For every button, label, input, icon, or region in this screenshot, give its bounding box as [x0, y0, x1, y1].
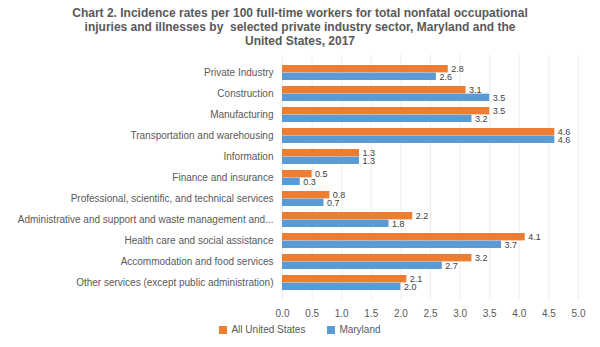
svg-text:Private Industry: Private Industry	[204, 67, 273, 78]
svg-text:4.6: 4.6	[558, 135, 571, 145]
svg-text:Other services (except public: Other services (except public administra…	[76, 277, 273, 288]
svg-text:3.5: 3.5	[493, 93, 506, 103]
html-text:Maryland: Maryland	[339, 324, 381, 335]
svg-text:0.0: 0.0	[276, 308, 290, 319]
svg-text:3.5: 3.5	[483, 308, 497, 319]
svg-text:3.0: 3.0	[453, 308, 467, 319]
svg-text:1.8: 1.8	[392, 219, 405, 229]
svg-text:2.0: 2.0	[394, 308, 408, 319]
svg-text:2.6: 2.6	[439, 72, 452, 82]
svg-text:1.5: 1.5	[364, 308, 378, 319]
svg-text:Accommodation and food service: Accommodation and food services	[121, 256, 274, 267]
svg-text:Transportation and warehousing: Transportation and warehousing	[130, 130, 273, 141]
svg-text:2.2: 2.2	[416, 211, 429, 221]
svg-text:2.8: 2.8	[451, 64, 464, 74]
svg-text:4.6: 4.6	[557, 127, 571, 138]
svg-text:0.5: 0.5	[305, 308, 319, 319]
svg-text:3.5: 3.5	[493, 106, 506, 116]
svg-text:0.3: 0.3	[303, 177, 316, 187]
svg-text:3.7: 3.7	[505, 240, 518, 250]
svg-text:Information: Information	[223, 151, 273, 162]
svg-text:Finance and insurance: Finance and insurance	[172, 172, 274, 183]
html-text:All United States: All United States	[231, 324, 306, 335]
svg-text:3.1: 3.1	[469, 85, 482, 95]
svg-text:3.2: 3.2	[475, 253, 488, 263]
svg-text:Professional, scientific, and: Professional, scientific, and technical …	[71, 193, 274, 204]
svg-text:2.5: 2.5	[424, 308, 438, 319]
svg-text:4.5: 4.5	[542, 308, 556, 319]
svg-text:1.3: 1.3	[362, 148, 375, 159]
svg-text:2.7: 2.7	[445, 261, 458, 271]
svg-text:3.2: 3.2	[475, 114, 488, 124]
svg-text:5.0: 5.0	[572, 308, 586, 319]
svg-text:1.0: 1.0	[335, 308, 349, 319]
svg-text:Administrative and support and: Administrative and support and waste man…	[18, 214, 274, 225]
svg-text:4.1: 4.1	[528, 232, 541, 242]
svg-text:1.3: 1.3	[362, 156, 375, 166]
svg-text:0.8: 0.8	[332, 190, 346, 201]
svg-text:Health care and social assista: Health care and social assistance	[125, 235, 274, 246]
svg-text:0.7: 0.7	[327, 198, 340, 208]
svg-text:Construction: Construction	[217, 88, 273, 99]
svg-text:2.0: 2.0	[404, 282, 417, 292]
svg-text:2.1: 2.1	[409, 274, 423, 285]
svg-text:Manufacturing: Manufacturing	[210, 109, 273, 120]
html-text:Chart 2. Incidence rates per 1: Chart 2. Incidence rates per 100 full-ti…	[72, 6, 532, 48]
svg-text:0.5: 0.5	[315, 169, 328, 179]
svg-text:4.0: 4.0	[512, 308, 526, 319]
